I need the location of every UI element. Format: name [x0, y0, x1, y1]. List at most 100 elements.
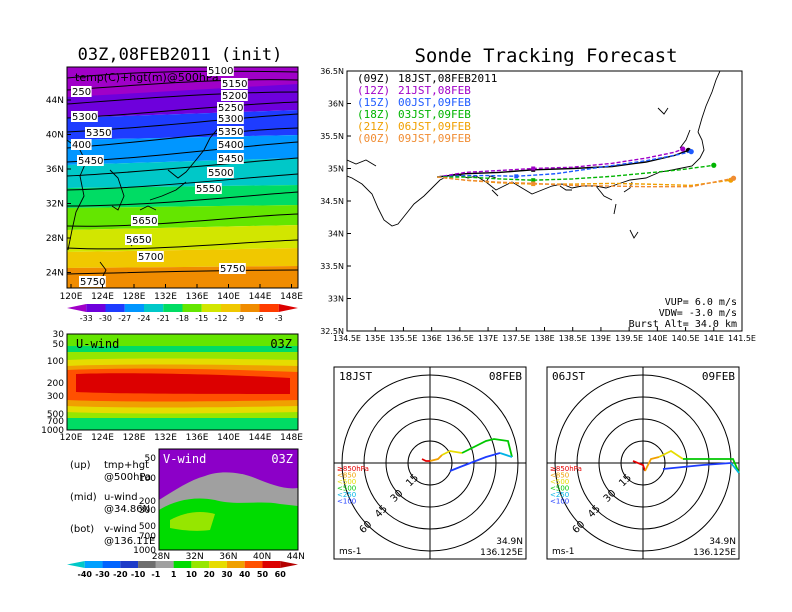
- contour-label-box: [71, 86, 92, 97]
- wind-colorbar-label: 50: [257, 570, 269, 579]
- track-lat-ticks: 36.5N 36N 35.5N 35N 34.5N 34N 33.5N 33N 32.5N: [320, 67, 351, 336]
- lon-tick-label: 140E: [217, 292, 240, 302]
- wind-colorbar-label: -10: [131, 570, 146, 579]
- track-lon-label: 139.5E: [615, 334, 643, 343]
- track-end-point: [688, 149, 694, 155]
- polar-date: 09FEB: [702, 370, 735, 383]
- legend-label: 03JST,09FEB: [398, 108, 471, 121]
- v-y-tick-label: 300: [139, 506, 156, 516]
- polar-lon: 136.125E: [693, 548, 736, 558]
- wind-colorbar-cell: [280, 561, 298, 568]
- sonde-tracks: [437, 146, 737, 188]
- polar-level-label: <100: [550, 498, 569, 506]
- colorbar-cell: [259, 304, 279, 312]
- legend-run: (21Z): [357, 120, 390, 133]
- wind-colorbar-label: 1: [171, 570, 177, 579]
- polar-time-box: [549, 369, 589, 383]
- contour-label-box: [71, 139, 92, 150]
- contour-label-box: [125, 234, 152, 245]
- track-legend: (09Z) 18JST,08FEB2011 (12Z) 21JST,08FEB (15Z…: [357, 72, 497, 145]
- top-map-lat-ticks: 44N 40N 36N 32N 28N 24N: [46, 96, 71, 279]
- contour-label-box: [207, 167, 234, 178]
- track-map: (09Z) 18JST,08FEB2011 (12Z) 21JST,08FEB (15Z…: [320, 67, 756, 343]
- legend-run: (15Z): [357, 96, 390, 109]
- v-y-tick-label: 50: [145, 454, 157, 464]
- track-mid-marker: [531, 166, 536, 171]
- wind-colorbar-cell: [84, 561, 103, 568]
- contour-label-box: [217, 153, 244, 164]
- v-y-tick-label: 200: [139, 497, 156, 507]
- u-x-tick-label: 144E: [249, 433, 272, 443]
- wind-colorbar-cell: [120, 561, 139, 568]
- colorbar-label: -9: [236, 314, 244, 323]
- colorbar-cell: [144, 304, 164, 312]
- colorbar-cell: [86, 304, 106, 312]
- wind-colorbar-label: 30: [221, 570, 233, 579]
- wind-colorbar-cell: [155, 561, 174, 568]
- track-lon-label: 141.5E: [728, 334, 756, 343]
- top-map-lon-ticks: 120E 124E 128E 132E 136E 140E 144E 148E: [60, 284, 303, 302]
- hodograph-segment: [461, 438, 513, 458]
- contour-label-box: [85, 127, 112, 138]
- wind-colorbar-cell: [67, 561, 85, 568]
- polar-level-label: <100: [337, 498, 356, 506]
- contour-label-box: [221, 78, 248, 89]
- param-line: Burst Alt= 34.0 km: [629, 319, 737, 330]
- colorbar-label: -3: [275, 314, 283, 323]
- contour-label: 400: [72, 140, 91, 151]
- polar-level-label: <250: [550, 491, 569, 499]
- hodograph-segment: [499, 452, 513, 458]
- note-text: v-wind: [104, 524, 137, 535]
- track-lat-label: 34.5N: [320, 197, 344, 206]
- contour-label-box: [219, 263, 246, 274]
- colorbar-cell: [67, 304, 87, 312]
- track-line: [437, 164, 714, 181]
- polar-level-label: ≥850hPa: [337, 465, 369, 473]
- u-y-tick-label: 50: [53, 340, 65, 350]
- v-x-tick-label: 40N: [253, 552, 271, 562]
- polar-unit: ms-1: [339, 547, 361, 557]
- hodograph-segment: [429, 454, 443, 462]
- param-line: VDW= -3.0 m/s: [659, 308, 737, 319]
- polar-grid: [547, 367, 740, 559]
- u-y-tick-label: 300: [47, 392, 64, 402]
- wind-colorbar-cell: [173, 561, 192, 568]
- contour-label: 5450: [78, 156, 103, 167]
- contour-label-box: [77, 155, 104, 166]
- colorbar-label: -30: [99, 314, 112, 323]
- wind-colorbar-label: 10: [186, 570, 198, 579]
- note-text: u-wind: [104, 492, 138, 503]
- polar-level-label: <500: [337, 485, 356, 493]
- wind-colorbar-cell: [191, 561, 210, 568]
- lon-tick-label: 124E: [91, 292, 114, 302]
- colorbar-cell: [163, 304, 183, 312]
- v-y-tick-label: 500: [139, 522, 156, 532]
- contour-label-box: [217, 113, 244, 124]
- track-lon-label: 135.5E: [389, 334, 417, 343]
- colorbar-label: -24: [137, 314, 150, 323]
- track-lon-label: 140.5E: [672, 334, 700, 343]
- wind-colorbar-label: -20: [113, 570, 128, 579]
- contour-label: 5750: [220, 264, 245, 275]
- track-mid-marker: [531, 181, 536, 186]
- lat-tick-label: 28N: [46, 234, 64, 244]
- track-lat-label: 36N: [328, 100, 344, 109]
- polar-date: 08FEB: [489, 370, 522, 383]
- wind-colorbar-cell: [244, 561, 263, 568]
- contour-label: 5350: [218, 127, 243, 138]
- contour-label: 5700: [138, 252, 163, 263]
- note-sub: @34.86N: [104, 504, 150, 515]
- temperature-map: temp(C)+hgt(m)@500hPa 510051505200525053…: [46, 65, 303, 302]
- track-lon-label: 135E: [365, 334, 385, 343]
- u-x-tick-label: 148E: [280, 433, 303, 443]
- track-lon-label: 136E: [421, 334, 441, 343]
- lon-tick-label: 120E: [60, 292, 83, 302]
- u-x-tick-label: 140E: [217, 433, 240, 443]
- legend-run: (09Z): [357, 72, 390, 85]
- track-lat-label: 33N: [328, 295, 344, 304]
- v-x-tick-label: 44N: [287, 552, 305, 562]
